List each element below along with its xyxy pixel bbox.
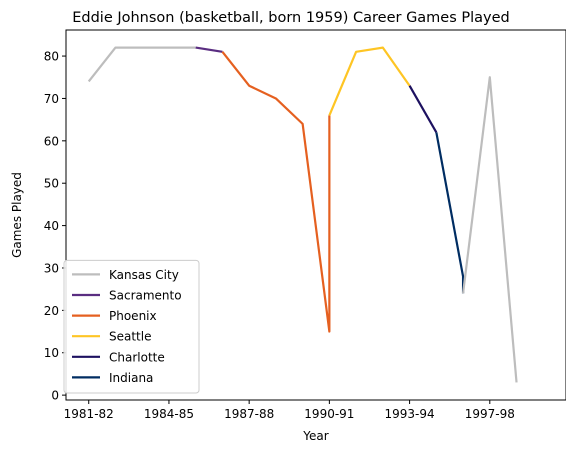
legend-label: Kansas City xyxy=(109,268,179,282)
y-tick-label: 50 xyxy=(44,177,59,191)
x-tick-label: 1993-94 xyxy=(385,407,435,421)
x-tick-label: 1997-98 xyxy=(465,407,515,421)
y-tick-label: 40 xyxy=(44,219,59,233)
series-lines xyxy=(87,46,518,383)
series-line-charlotte xyxy=(408,85,438,133)
y-tick-label: 60 xyxy=(44,134,59,148)
chart-title: Eddie Johnson (basketball, born 1959) Ca… xyxy=(72,10,510,26)
legend-box xyxy=(63,259,200,394)
series-line-seattle xyxy=(328,46,411,116)
plot-frame xyxy=(65,29,566,401)
y-tick-label: 10 xyxy=(44,346,59,360)
series-line-kansas-city-return xyxy=(461,76,518,383)
y-tick-label: 80 xyxy=(44,50,59,64)
legend-label: Seattle xyxy=(109,330,151,344)
legend-label: Indiana xyxy=(109,371,153,385)
x-tick-label: 1984-85 xyxy=(144,407,194,421)
series-line-sacramento xyxy=(195,46,223,53)
legend-label: Charlotte xyxy=(109,350,165,364)
series-line-indiana xyxy=(435,132,465,294)
y-tick-label: 70 xyxy=(44,92,59,106)
legend-label: Phoenix xyxy=(109,309,157,323)
x-tick-label: 1990-91 xyxy=(304,407,354,421)
series-line-kansas-city xyxy=(87,46,196,83)
y-tick-label: 20 xyxy=(44,304,59,318)
y-tick-label: 30 xyxy=(44,261,59,275)
x-tick-label: 1987-88 xyxy=(224,407,274,421)
x-tick-label: 1981-82 xyxy=(64,407,114,421)
y-axis-label: Games Played xyxy=(10,172,24,258)
y-tick-label: 0 xyxy=(51,389,59,403)
axes: 0 10 20 30 40 50 60 70 80 1981-82 1984-85 1987-88 19… xyxy=(44,50,515,421)
legend: Kansas City Sacramento Phoenix Seattle Charl… xyxy=(63,259,200,394)
x-axis-label: Year xyxy=(302,429,328,443)
series-line-phoenix xyxy=(221,51,331,333)
legend-label: Sacramento xyxy=(109,289,182,303)
